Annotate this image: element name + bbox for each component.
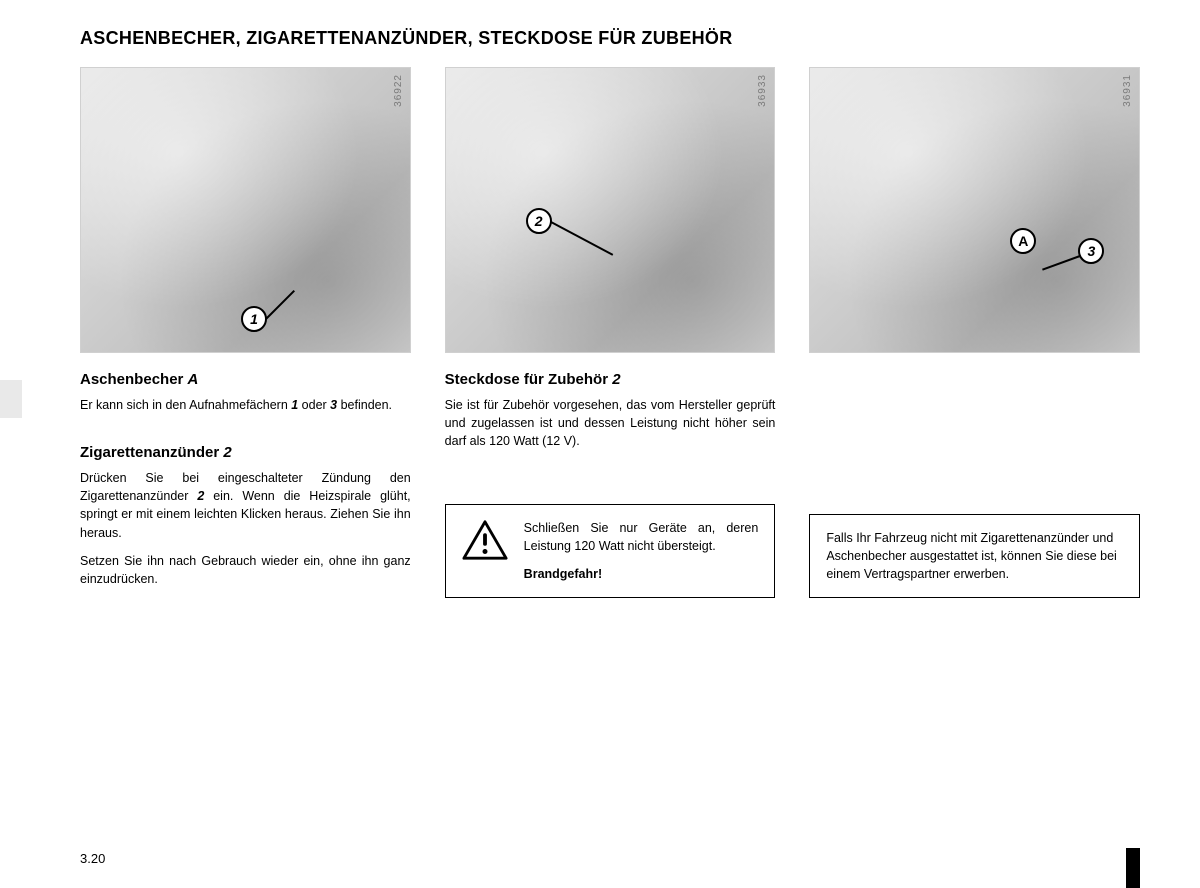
column-left: 36922 1 Aschenbecher A Er kann sich in d… [80, 67, 411, 598]
para-lighter-use: Drücken Sie bei eingeschalteter Zündung … [80, 469, 411, 542]
note-box: Falls Ihr Fahrzeug nicht mit Zigarettena… [809, 514, 1140, 598]
heading-text: Steckdose für Zubehör [445, 371, 613, 388]
page-title: ASCHENBECHER, ZIGARETTENANZÜNDER, STECKD… [80, 28, 1140, 49]
manual-page: ASCHENBECHER, ZIGARETTENANZÜNDER, STECKD… [0, 0, 1200, 598]
heading-text: Zigarettenanzünder [80, 444, 223, 461]
three-column-layout: 36922 1 Aschenbecher A Er kann sich in d… [80, 67, 1140, 598]
heading-ashtray: Aschenbecher A [80, 371, 411, 388]
heading-ref-number: 2 [612, 371, 620, 388]
text-fragment: Er kann sich in den Aufnahmefächern [80, 398, 291, 412]
heading-lighter: Zigarettenanzünder 2 [80, 444, 411, 461]
para-socket-spec: Sie ist für Zubehör vorgesehen, das vom … [445, 396, 776, 450]
figure-image-id: 36931 [1122, 74, 1133, 107]
warning-danger-label: Brandgefahr! [524, 565, 759, 583]
chapter-side-tab [0, 380, 22, 418]
figure-image-id: 36922 [393, 74, 404, 107]
callout-1: 1 [241, 306, 267, 332]
figure-placeholder-shading [446, 68, 775, 352]
warning-text: Schließen Sie nur Geräte an, deren Leist… [524, 519, 759, 583]
figure-ashtray: 36922 1 [80, 67, 411, 353]
warning-triangle-icon [462, 519, 508, 561]
text-fragment: befinden. [337, 398, 392, 412]
flex-spacer [445, 460, 776, 503]
figure-placeholder-shading [810, 68, 1139, 352]
heading-ref-letter: A [188, 371, 199, 388]
flex-spacer [809, 353, 1140, 514]
figure-image-id: 36933 [757, 74, 768, 107]
page-number: 3.20 [80, 851, 105, 866]
warning-body: Schließen Sie nur Geräte an, deren Leist… [524, 521, 759, 553]
note-text: Falls Ihr Fahrzeug nicht mit Zigarettena… [826, 531, 1116, 581]
heading-socket: Steckdose für Zubehör 2 [445, 371, 776, 388]
figure-rear-socket: 36931 A 3 [809, 67, 1140, 353]
callout-2: 2 [526, 208, 552, 234]
text-fragment: oder [298, 398, 330, 412]
para-ashtray-location: Er kann sich in den Aufnahmefächern 1 od… [80, 396, 411, 414]
figure-socket: 36933 2 [445, 67, 776, 353]
heading-ref-number: 2 [223, 444, 231, 461]
para-lighter-reinsert: Setzen Sie ihn nach Gebrauch wieder ein,… [80, 552, 411, 588]
warning-box: Schließen Sie nur Geräte an, deren Leist… [445, 504, 776, 598]
column-middle: 36933 2 Steckdose für Zubehör 2 Sie ist … [445, 67, 776, 598]
heading-text: Aschenbecher [80, 371, 188, 388]
column-right: 36931 A 3 Falls Ihr Fahrzeug nicht mit Z… [809, 67, 1140, 598]
footer-crop-mark [1126, 848, 1140, 888]
